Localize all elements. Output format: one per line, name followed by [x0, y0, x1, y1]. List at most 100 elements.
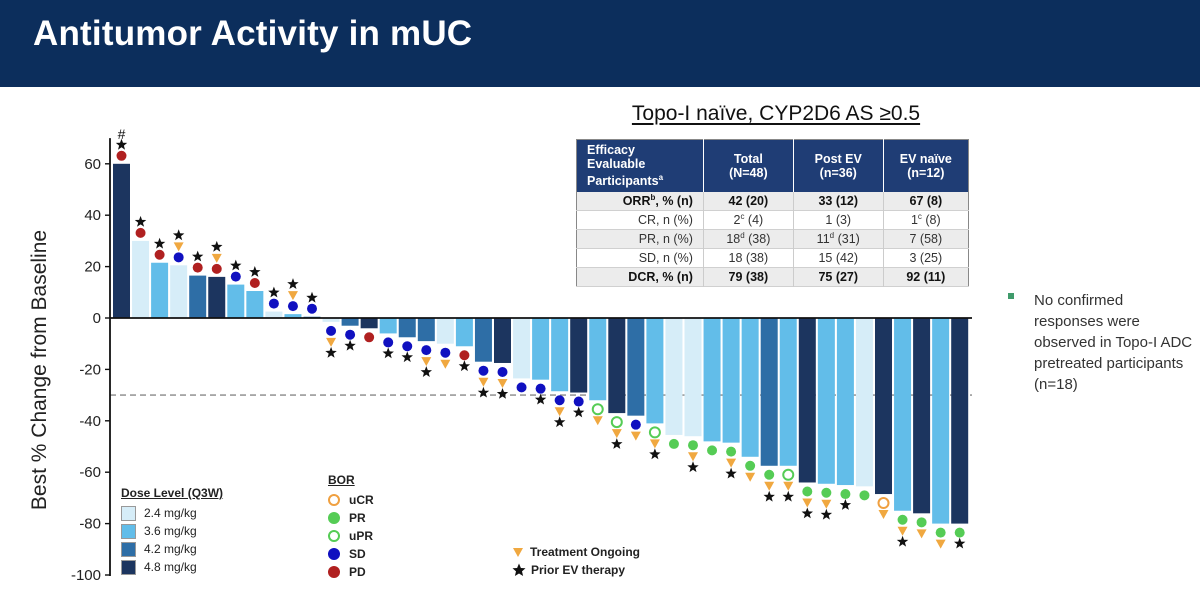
- bar: [932, 318, 950, 524]
- ongoing-marker: [211, 253, 222, 263]
- bor-marker: [840, 489, 851, 500]
- prior-ev-marker: [763, 490, 775, 502]
- bor-marker: [135, 227, 146, 238]
- bor-marker: [610, 416, 623, 429]
- ongoing-marker: [554, 407, 565, 417]
- star-icon: [512, 563, 526, 576]
- bor-marker: [535, 383, 546, 394]
- bor-marker: [478, 365, 489, 376]
- bar: [741, 318, 759, 457]
- dose-legend-item: 4.2 mg/kg: [121, 540, 223, 558]
- marker-layer: #: [115, 126, 966, 549]
- y-tick-label: 40: [84, 207, 101, 224]
- ucr-circle-icon: [328, 494, 340, 506]
- prior-ev-marker: [325, 346, 337, 358]
- bor-marker: [173, 252, 184, 263]
- dose-legend-title: Dose Level (Q3W): [121, 486, 224, 500]
- prior-ev-marker: [782, 490, 794, 502]
- bar: [132, 240, 150, 318]
- prior-ev-marker: [268, 286, 280, 298]
- bor-marker: [802, 486, 813, 497]
- bar: [760, 318, 778, 466]
- prior-ev-marker: [230, 259, 242, 271]
- dose-legend-item: 3.6 mg/kg: [121, 522, 223, 540]
- bor-marker: [726, 446, 737, 457]
- ongoing-marker: [630, 431, 641, 441]
- bor-marker: [154, 249, 165, 260]
- bar: [341, 318, 359, 326]
- waterfall-chart: 60 40 20 0 -20 -40 -60 -80 -100 # Best % Change …: [28, 126, 972, 584]
- ongoing-marker: [649, 439, 660, 449]
- bar: [570, 318, 588, 393]
- ongoing-marker: [611, 429, 622, 439]
- bar: [398, 318, 416, 338]
- upr-circle-icon: [328, 530, 340, 542]
- ongoing-marker: [783, 481, 794, 491]
- bor-marker: [764, 469, 775, 480]
- prior-ev-marker: [401, 351, 413, 363]
- axis-layer: 60 40 20 0 -20 -40 -60 -80 -100: [71, 138, 972, 584]
- header-participants: Efficacy Evaluable Participantsa: [576, 139, 704, 192]
- bor-marker: [307, 303, 317, 314]
- pd-circle-icon: [328, 566, 340, 578]
- y-tick-label: 20: [84, 259, 101, 276]
- y-tick-label: 60: [84, 156, 101, 173]
- table-row-sd: SD, n (%) 18 (38) 15 (42) 3 (25): [576, 248, 969, 268]
- bor-marker: [459, 350, 470, 361]
- bor-marker: [497, 366, 508, 377]
- bor-marker: [421, 345, 432, 356]
- marker-legend: Treatment Ongoing Prior EV therapy: [512, 543, 640, 579]
- dose-legend-item: 2.4 mg/kg: [121, 504, 223, 522]
- bor-legend: BOR uCR PR uPR SD PD: [328, 473, 374, 581]
- page-title: Antitumor Activity in mUC: [33, 14, 473, 53]
- ongoing-marker: [421, 357, 432, 367]
- bor-marker: [287, 301, 298, 312]
- prior-ev-marker: [687, 461, 699, 473]
- bor-marker: [345, 329, 356, 340]
- bor-marker: [211, 263, 222, 274]
- bar: [779, 318, 797, 466]
- header-bar: Antitumor Activity in mUC: [0, 0, 1200, 87]
- bor-marker: [877, 497, 890, 510]
- bar: [665, 318, 683, 435]
- swatch-3-6-icon: [121, 523, 136, 539]
- bor-legend-item: SD: [328, 545, 374, 563]
- prior-ev-marker: [801, 507, 813, 519]
- bor-marker: [745, 460, 756, 471]
- ongoing-marker: [878, 510, 889, 520]
- prior-ev-marker: [458, 360, 471, 372]
- bor-marker: [591, 403, 604, 416]
- prior-ev-marker: [725, 467, 737, 479]
- bar: [951, 318, 969, 524]
- bar: [170, 265, 188, 318]
- bar: [284, 314, 302, 318]
- y-axis-label: Best % Change from Baseline: [28, 230, 51, 510]
- prior-ev-marker: [534, 393, 547, 405]
- bar-layer: [113, 163, 969, 524]
- prior-ev-marker: [134, 215, 147, 227]
- bar: [798, 318, 816, 483]
- table-header-row: Efficacy Evaluable Participantsa Total (N…: [576, 139, 969, 192]
- bar: [817, 318, 835, 484]
- ongoing-marker: [688, 452, 698, 462]
- ongoing-marker: [935, 539, 946, 549]
- bor-legend-item: PR: [328, 509, 374, 527]
- hash-label: #: [118, 126, 126, 142]
- bar: [836, 318, 854, 486]
- prior-ev-marker: [553, 416, 566, 428]
- bor-marker: [648, 426, 661, 439]
- bar: [608, 318, 626, 414]
- table-row-cr: CR, n (%) 2c (4) 1 (3) 1c (8): [576, 210, 969, 230]
- prior-ev-marker: [477, 386, 490, 398]
- ongoing-marker: [897, 526, 908, 536]
- y-tick-label: 0: [93, 310, 101, 327]
- header-post-ev: Post EV (n=36): [793, 139, 884, 192]
- bor-legend-item: uCR: [328, 491, 374, 509]
- bor-legend-item: uPR: [328, 527, 374, 545]
- bor-marker: [230, 271, 241, 282]
- ongoing-marker: [726, 458, 737, 468]
- bar: [322, 318, 340, 322]
- bor-legend-item: PD: [328, 563, 374, 581]
- ongoing-marker: [326, 337, 337, 347]
- bar: [855, 318, 873, 487]
